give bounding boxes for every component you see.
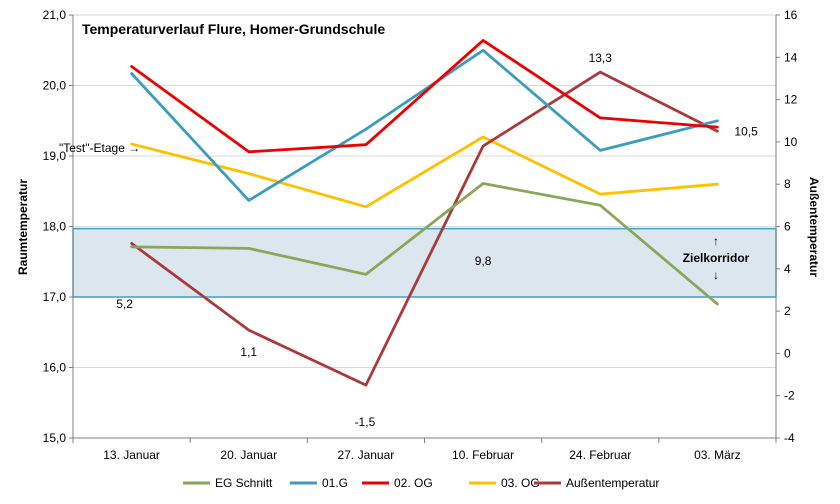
legend-label: 01.G bbox=[322, 476, 348, 490]
axes bbox=[69, 14, 780, 443]
data-label: 10,5 bbox=[734, 124, 758, 138]
series-line-eg-schnitt bbox=[130, 182, 719, 306]
right-tick-label: 14 bbox=[784, 50, 798, 64]
chart-title: Temperaturverlauf Flure, Homer-Grundschu… bbox=[82, 21, 385, 37]
x-tick-label: 10. Februar bbox=[452, 448, 514, 462]
x-tick-label: 20. Januar bbox=[220, 448, 277, 462]
right-tick-label: 2 bbox=[784, 304, 791, 318]
right-axis-ticks: -4 -2 0 2 4 6 8 10 12 14 16 bbox=[784, 8, 798, 445]
left-tick-label: 19,0 bbox=[43, 149, 67, 163]
right-tick-label: 10 bbox=[784, 135, 798, 149]
data-label: 9,8 bbox=[475, 254, 492, 268]
test-floor-annotation: "Test"-Etage → bbox=[59, 141, 140, 155]
legend: EG Schnitt 01.G 02. OG 03. OG Außentemperatu… bbox=[183, 476, 659, 490]
data-label: -1,5 bbox=[355, 415, 376, 429]
series-line-02-og bbox=[130, 39, 719, 154]
right-tick-label: 16 bbox=[784, 8, 798, 22]
right-tick-label: 8 bbox=[784, 177, 791, 191]
data-label: 13,3 bbox=[589, 51, 613, 65]
right-tick-label: 6 bbox=[784, 220, 791, 234]
right-tick-label: -4 bbox=[784, 431, 795, 445]
x-tick-label: 03. März bbox=[694, 448, 741, 462]
right-tick-label: 12 bbox=[784, 93, 798, 107]
left-tick-label: 20,0 bbox=[43, 79, 67, 93]
x-tick-label: 13. Januar bbox=[103, 448, 160, 462]
left-tick-label: 21,0 bbox=[43, 8, 67, 22]
y-axis-right-title: Außentemperatur bbox=[807, 177, 821, 277]
data-label: 1,1 bbox=[240, 345, 257, 359]
data-labels: 5,2 1,1 -1,5 9,8 13,3 10,5 bbox=[116, 51, 758, 429]
y-axis-left-title: Raumtemperatur bbox=[16, 179, 30, 275]
series-lines bbox=[130, 39, 719, 387]
right-tick-label: -2 bbox=[784, 389, 795, 403]
left-tick-label: 16,0 bbox=[43, 361, 67, 375]
left-tick-label: 17,0 bbox=[43, 290, 67, 304]
legend-label: EG Schnitt bbox=[215, 476, 273, 490]
band-arrow-up: ↑ bbox=[713, 234, 719, 248]
right-tick-label: 4 bbox=[784, 262, 791, 276]
series-line-außentemperatur bbox=[130, 70, 719, 387]
band-label: Zielkorridor bbox=[683, 251, 750, 265]
series-line-03-og bbox=[130, 135, 719, 209]
right-tick-label: 0 bbox=[784, 346, 791, 360]
legend-label: 03. OG bbox=[501, 476, 540, 490]
x-axis-ticks: 13. Januar 20. Januar 27. Januar 10. Februa… bbox=[103, 448, 741, 462]
left-axis-ticks: 15,0 16,0 17,0 18,0 19,0 20,0 21,0 bbox=[43, 8, 67, 445]
left-tick-label: 18,0 bbox=[43, 220, 67, 234]
legend-label: Außentemperatur bbox=[566, 476, 659, 490]
series-line-01-g bbox=[130, 48, 719, 202]
x-tick-label: 24. Februar bbox=[569, 448, 631, 462]
x-tick-label: 27. Januar bbox=[338, 448, 395, 462]
legend-label: 02. OG bbox=[394, 476, 433, 490]
left-tick-label: 15,0 bbox=[43, 431, 67, 445]
band-arrow-down: ↓ bbox=[713, 268, 719, 282]
data-label: 5,2 bbox=[116, 297, 133, 311]
